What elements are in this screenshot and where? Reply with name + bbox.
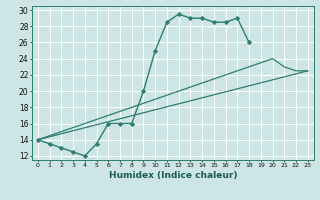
X-axis label: Humidex (Indice chaleur): Humidex (Indice chaleur) — [108, 171, 237, 180]
